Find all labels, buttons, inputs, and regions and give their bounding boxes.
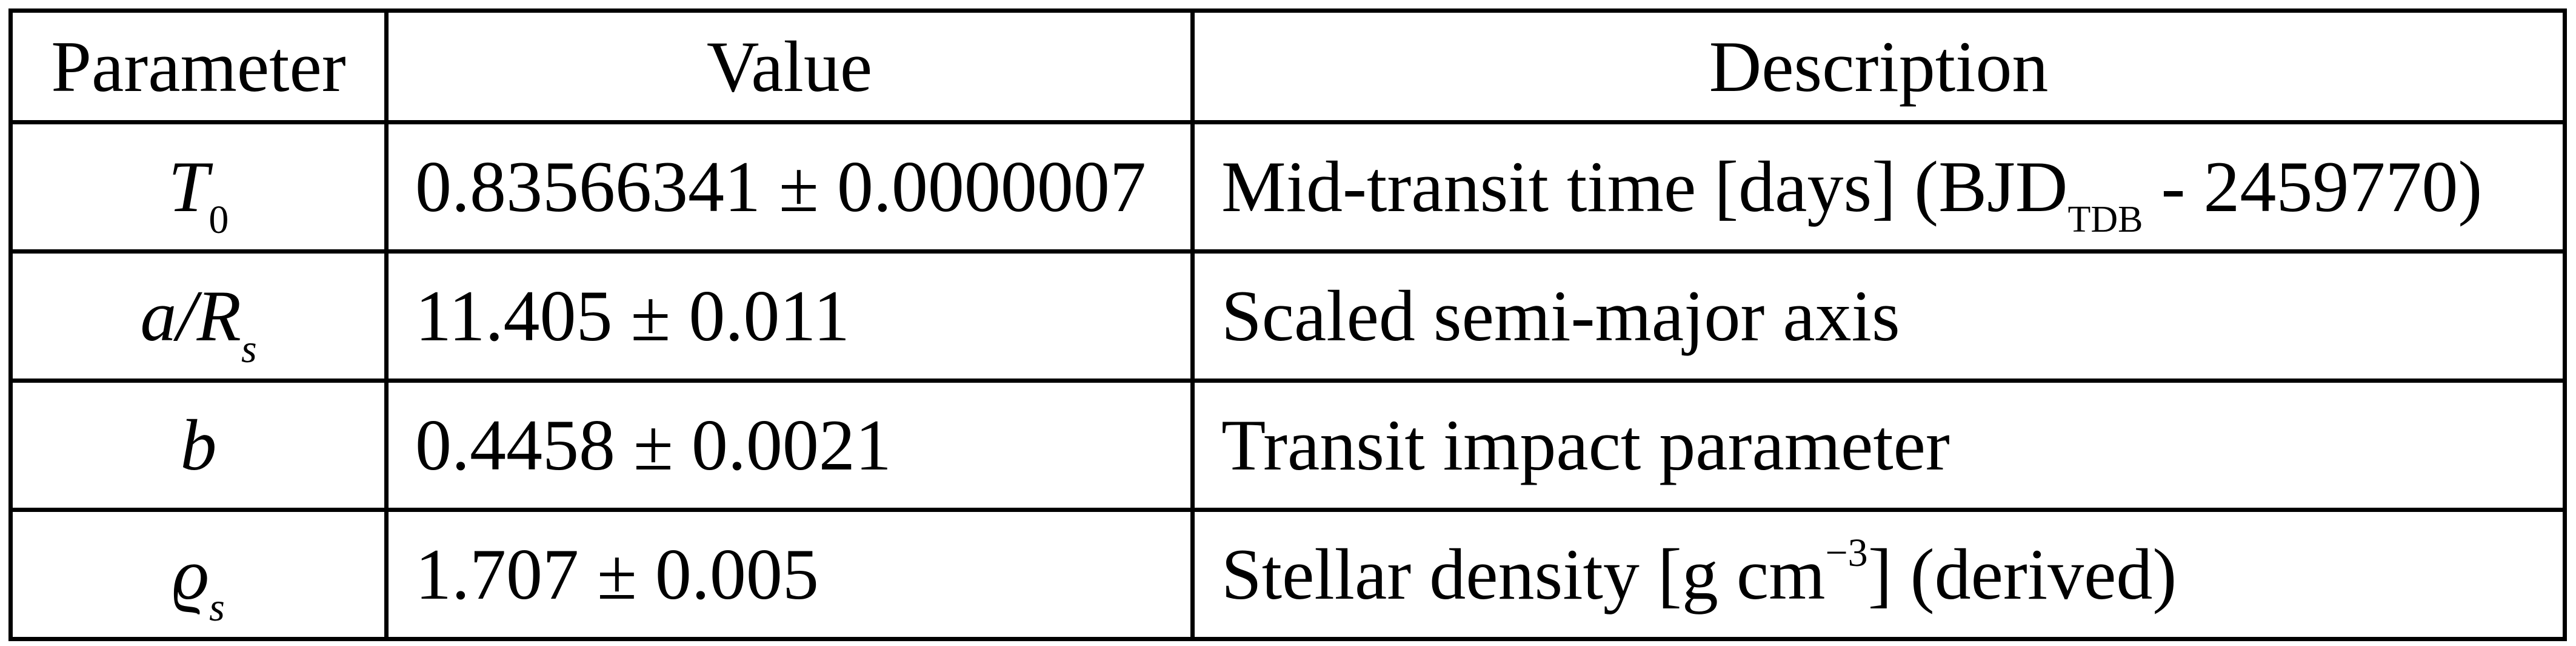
description-tail: ] (derived) (1867, 534, 2177, 614)
parameter-symbol: b (180, 405, 217, 485)
value-cell: 0.4458 ± 0.0021 (384, 379, 1195, 512)
description-text: Stellar density [g cm (1221, 534, 1826, 614)
table-row-t0: T0 0.83566341 ± 0.0000007 Mid-transit ti… (8, 120, 2567, 254)
header-value: Value (384, 8, 1195, 124)
header-parameter: Parameter (8, 8, 389, 124)
parameter-cell: ϱs (8, 508, 389, 641)
parameter-cell: b (8, 379, 389, 512)
parameter-subscript: 0 (209, 198, 229, 242)
parameter-symbol: ϱ (172, 534, 210, 614)
parameter-cell: T0 (8, 120, 389, 254)
description-cell: Transit impact parameter (1190, 379, 2567, 512)
value-cell: 11.405 ± 0.011 (384, 249, 1195, 383)
description-cell: Mid-transit time [days] (BJDTDB - 245977… (1190, 120, 2567, 254)
description-tail: - 2459770) (2143, 146, 2483, 227)
description-cell: Stellar density [g cm−3] (derived) (1190, 508, 2567, 641)
description-superscript: −3 (1825, 531, 1868, 575)
value-cell: 0.83566341 ± 0.0000007 (384, 120, 1195, 254)
value-cell: 1.707 ± 0.005 (384, 508, 1195, 641)
header-description: Description (1190, 8, 2567, 124)
description-subscript: TDB (2067, 199, 2143, 240)
parameters-table: Parameter Value Description T0 0.8356634… (8, 8, 2567, 641)
table-row-rho-s: ϱs 1.707 ± 0.005 Stellar density [g cm−3… (8, 508, 2567, 641)
table-row-b: b 0.4458 ± 0.0021 Transit impact paramet… (8, 379, 2567, 512)
table-row-a-over-rs: a/Rs 11.405 ± 0.011 Scaled semi-major ax… (8, 249, 2567, 383)
parameter-symbol: T (168, 146, 209, 227)
parameter-symbol: a/R (140, 275, 241, 356)
parameter-subscript: s (209, 585, 225, 630)
table-header-row: Parameter Value Description (8, 8, 2567, 124)
parameter-subscript: s (241, 327, 257, 371)
description-text: Mid-transit time [days] (BJD (1221, 146, 2068, 227)
parameter-cell: a/Rs (8, 249, 389, 383)
description-cell: Scaled semi-major axis (1190, 249, 2567, 383)
